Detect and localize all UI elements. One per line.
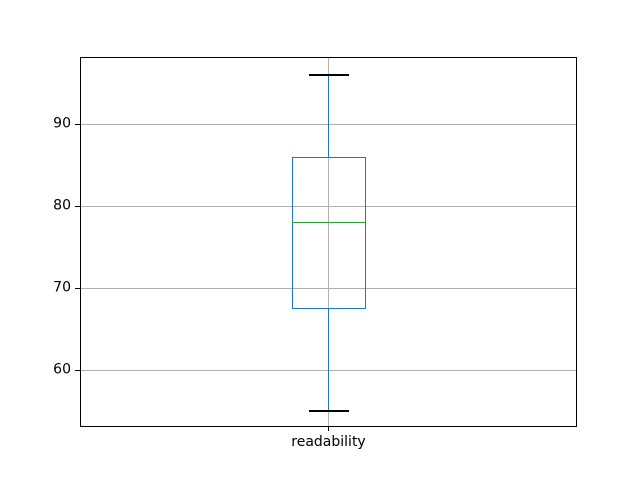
upper-whisker-line xyxy=(327,74,330,157)
iqr-box xyxy=(291,156,366,309)
y-tick-label: 70 xyxy=(53,279,71,296)
y-tick-label: 80 xyxy=(53,197,71,214)
lower-whisker-line xyxy=(327,308,330,412)
y-tick-mark xyxy=(75,205,80,207)
y-tick-label: 90 xyxy=(53,115,71,132)
y-tick-label: 60 xyxy=(53,361,71,378)
plot-area: readability 60 70 80 90 xyxy=(53,57,577,450)
x-tick-mark xyxy=(328,426,329,431)
y-tick-mark xyxy=(75,287,80,289)
lower-whisker-cap xyxy=(308,410,349,412)
y-tick-mark xyxy=(75,369,80,371)
y-tick-mark xyxy=(75,123,80,125)
median-line xyxy=(291,221,366,224)
x-tick-label: readability xyxy=(291,434,366,450)
upper-whisker-cap xyxy=(308,74,349,76)
x-gridline xyxy=(328,58,329,426)
